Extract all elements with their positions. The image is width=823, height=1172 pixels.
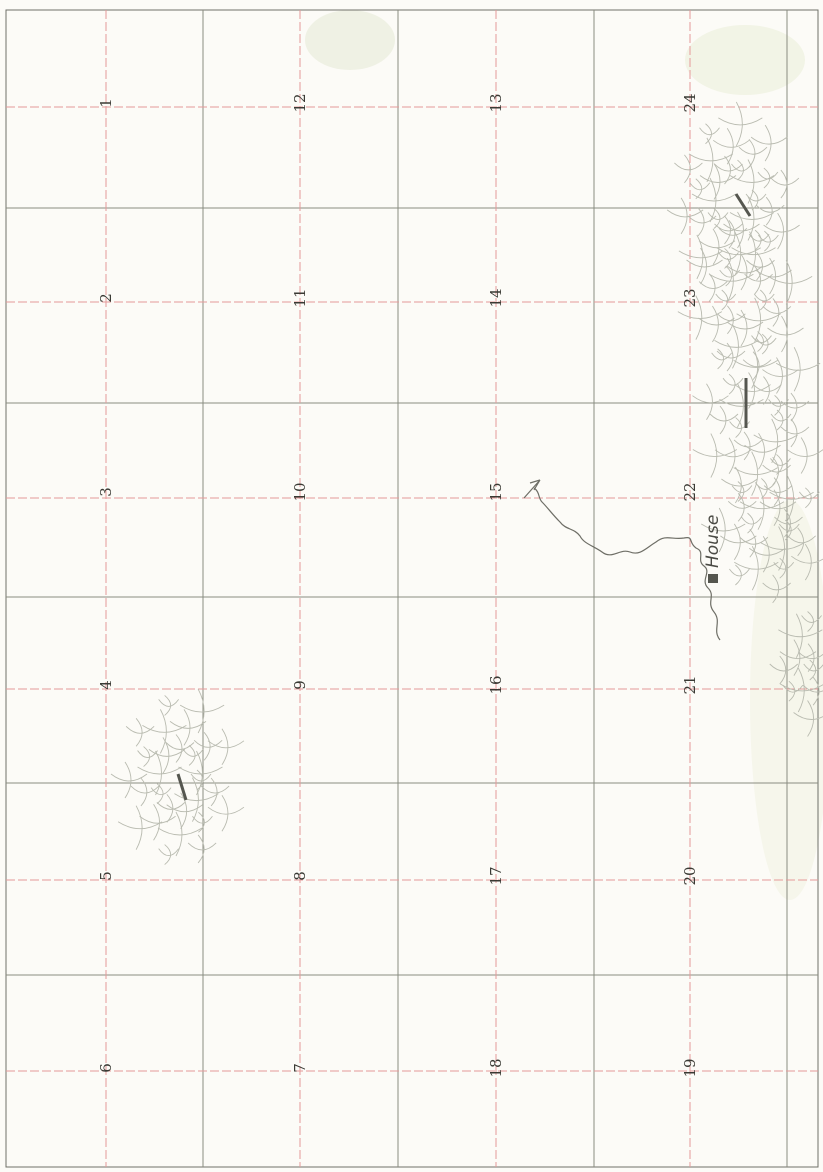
section-number-14: 14 <box>487 288 505 307</box>
hill-crest-section-24 <box>734 193 752 217</box>
section-number-5: 5 <box>97 871 115 881</box>
hill-hachures <box>110 101 823 865</box>
stream-arrow-icon <box>523 479 541 499</box>
section-number-18: 18 <box>487 1058 505 1077</box>
house-label: House <box>703 515 723 568</box>
section-number-17: 17 <box>487 866 505 885</box>
hill-hachure-section-24 <box>666 101 800 287</box>
section-number-9: 9 <box>291 680 309 690</box>
section-number-3: 3 <box>97 487 115 497</box>
grid-lines <box>5 9 819 1168</box>
hill-hachure-sections-4-5 <box>110 688 245 865</box>
section-center-lines <box>6 10 818 1167</box>
section-number-22: 22 <box>681 482 699 501</box>
hill-hachure-sections-22-23 <box>692 333 823 506</box>
house-marker: House <box>703 515 723 583</box>
hill-hachure-section-22 <box>701 456 823 604</box>
section-number-21: 21 <box>681 675 699 694</box>
section-number-7: 7 <box>291 1063 309 1073</box>
section-number-20: 20 <box>681 866 699 885</box>
section-number-6: 6 <box>97 1063 115 1073</box>
section-number-10: 10 <box>291 482 309 501</box>
section-number-1: 1 <box>97 98 115 108</box>
section-number-4: 4 <box>97 680 115 690</box>
hill-hachure-right-edge <box>769 611 823 737</box>
house-icon <box>708 574 718 583</box>
section-number-2: 2 <box>97 293 115 303</box>
section-number-11: 11 <box>291 288 309 307</box>
section-number-8: 8 <box>291 871 309 881</box>
section-number-12: 12 <box>291 93 309 112</box>
section-number-23: 23 <box>681 288 699 307</box>
section-number-15: 15 <box>487 482 505 501</box>
hill-hachure-section-23 <box>677 220 813 380</box>
section-number-24: 24 <box>681 93 699 112</box>
section-number-19: 19 <box>681 1058 699 1077</box>
section-number-16: 16 <box>487 675 505 694</box>
hill-crest-sections-4-5 <box>176 773 188 801</box>
section-number-13: 13 <box>487 93 505 112</box>
stream <box>533 487 721 641</box>
